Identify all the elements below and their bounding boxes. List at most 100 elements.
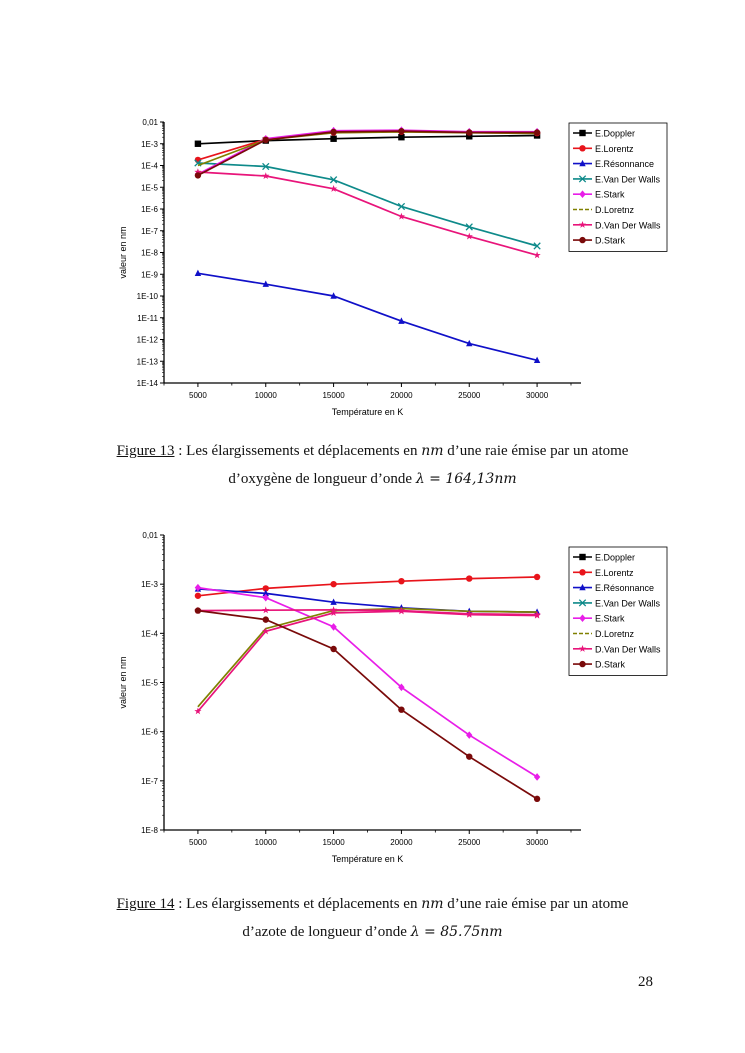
legend-item: E.Stark bbox=[573, 614, 625, 624]
y-tick-label: 1E-12 bbox=[137, 336, 159, 345]
legend-label: E.Résonnance bbox=[595, 159, 654, 169]
data-point bbox=[194, 607, 202, 614]
data-point bbox=[194, 583, 202, 592]
data-point bbox=[533, 610, 541, 618]
y-tick-label: 1E-7 bbox=[141, 227, 158, 236]
y-axis-label: valeur en nm bbox=[118, 226, 128, 278]
data-point bbox=[330, 598, 337, 605]
figure-13-caption: Figure 13 : Les élargissements et déplac… bbox=[0, 443, 745, 460]
legend-label: E.Stark bbox=[595, 190, 625, 200]
data-point bbox=[533, 573, 541, 581]
data-point bbox=[330, 292, 337, 299]
legend: E.Doppler E.Lorentz E.Résonnance E.Van Der … bbox=[568, 122, 668, 252]
legend-marker bbox=[579, 583, 586, 591]
data-point bbox=[397, 212, 405, 220]
data-point bbox=[262, 585, 269, 592]
x-tick-label: 20000 bbox=[390, 391, 413, 400]
y-tick-label: 0,01 bbox=[142, 531, 158, 540]
legend-label: D.Stark bbox=[595, 236, 626, 246]
legend-label: D.Loretnz bbox=[595, 205, 635, 215]
data-point bbox=[194, 707, 202, 715]
data-point bbox=[194, 172, 202, 179]
y-tick-label: 1E-10 bbox=[137, 292, 159, 301]
caption-text: : Les élargissements et déplacements en bbox=[174, 896, 422, 912]
data-point bbox=[330, 623, 337, 631]
data-point bbox=[398, 127, 405, 135]
legend-item: D.Loretnz bbox=[573, 629, 635, 639]
data-point bbox=[330, 606, 338, 613]
x-tick-label: 25000 bbox=[458, 838, 481, 847]
figure-14-label: Figure 14 bbox=[116, 896, 175, 912]
data-point bbox=[466, 339, 473, 347]
caption-text: d’azote de longueur d’onde bbox=[242, 924, 411, 940]
y-tick-label: 1E-4 bbox=[141, 162, 158, 171]
data-point bbox=[466, 575, 473, 582]
series-d-stark bbox=[194, 127, 541, 179]
data-point bbox=[398, 317, 405, 324]
y-axis-label: valeur en nm bbox=[118, 656, 128, 708]
data-point bbox=[262, 589, 269, 597]
legend-label: D.Stark bbox=[595, 660, 626, 670]
y-tick-label: 1E-7 bbox=[141, 777, 158, 786]
series-e-van-der-walls bbox=[194, 159, 541, 250]
series-line bbox=[197, 130, 538, 177]
data-point bbox=[330, 609, 338, 616]
series-e-stark bbox=[194, 583, 541, 781]
legend-item: D.Loretnz bbox=[573, 205, 635, 215]
data-point bbox=[398, 134, 405, 141]
series-line bbox=[197, 162, 538, 247]
legend-label: D.Loretnz bbox=[595, 629, 635, 639]
caption-unit: nm bbox=[421, 896, 444, 912]
legend: E.Doppler E.Lorentz E.Résonnance E.Van Der … bbox=[568, 546, 668, 676]
legend-item: D.Van Der Walls bbox=[573, 220, 661, 230]
x-tick-label: 20000 bbox=[390, 838, 413, 847]
legend-marker bbox=[578, 645, 587, 652]
series-line bbox=[197, 588, 538, 613]
caption-unit: nm bbox=[421, 443, 444, 459]
legend-item: E.Doppler bbox=[573, 553, 635, 563]
data-point bbox=[533, 773, 541, 781]
figure-13-chart: 0,01 1E-3 1E-4 1E-5 1E-6 1E-7 1E-8 1E-9 1E-10 1E-… bbox=[118, 118, 668, 417]
data-point bbox=[262, 616, 269, 623]
caption-text: : Les élargissements et déplacements en bbox=[174, 443, 422, 459]
y-tick-label: 1E-6 bbox=[141, 728, 158, 737]
legend-marker bbox=[579, 569, 586, 576]
data-point bbox=[330, 128, 337, 136]
legend-box bbox=[568, 122, 668, 252]
legend-marker bbox=[579, 660, 586, 668]
series-line bbox=[197, 609, 538, 616]
data-point bbox=[466, 129, 473, 136]
x-tick-label: 15000 bbox=[322, 391, 345, 400]
x-tick-label: 5000 bbox=[189, 838, 207, 847]
data-point bbox=[397, 606, 405, 614]
caption-formula: λ = 85.75nm bbox=[410, 924, 503, 940]
x-axis-label: Température en K bbox=[332, 407, 404, 417]
legend-label: E.Résonnance bbox=[595, 583, 654, 593]
figure-13-label: Figure 13 bbox=[116, 443, 175, 459]
figure-13-caption-line2: d’oxygène de longueur d’onde λ = 164,13n… bbox=[0, 471, 745, 488]
y-tick-label: 1E-6 bbox=[141, 205, 158, 214]
data-point bbox=[466, 133, 473, 140]
y-tick-label: 1E-5 bbox=[141, 183, 158, 192]
legend-marker bbox=[579, 553, 586, 561]
data-point bbox=[194, 269, 202, 277]
legend-item: E.Van Der Walls bbox=[573, 598, 661, 608]
legend-label: E.Doppler bbox=[595, 129, 635, 139]
legend-marker bbox=[579, 190, 586, 198]
data-point bbox=[466, 731, 473, 739]
x-tick-label: 5000 bbox=[189, 391, 207, 400]
data-point bbox=[262, 280, 269, 287]
data-point bbox=[533, 356, 541, 364]
data-point bbox=[262, 136, 269, 144]
data-point bbox=[330, 185, 338, 192]
data-point bbox=[262, 606, 270, 614]
y-tick-label: 1E-14 bbox=[137, 379, 159, 388]
data-point bbox=[533, 129, 541, 136]
legend-label: D.Van Der Walls bbox=[595, 220, 661, 230]
data-point bbox=[398, 577, 405, 585]
series-e-lorentz bbox=[194, 573, 541, 599]
data-point bbox=[465, 223, 473, 231]
series-line bbox=[197, 609, 538, 800]
data-point bbox=[533, 795, 541, 803]
data-point bbox=[465, 610, 473, 617]
